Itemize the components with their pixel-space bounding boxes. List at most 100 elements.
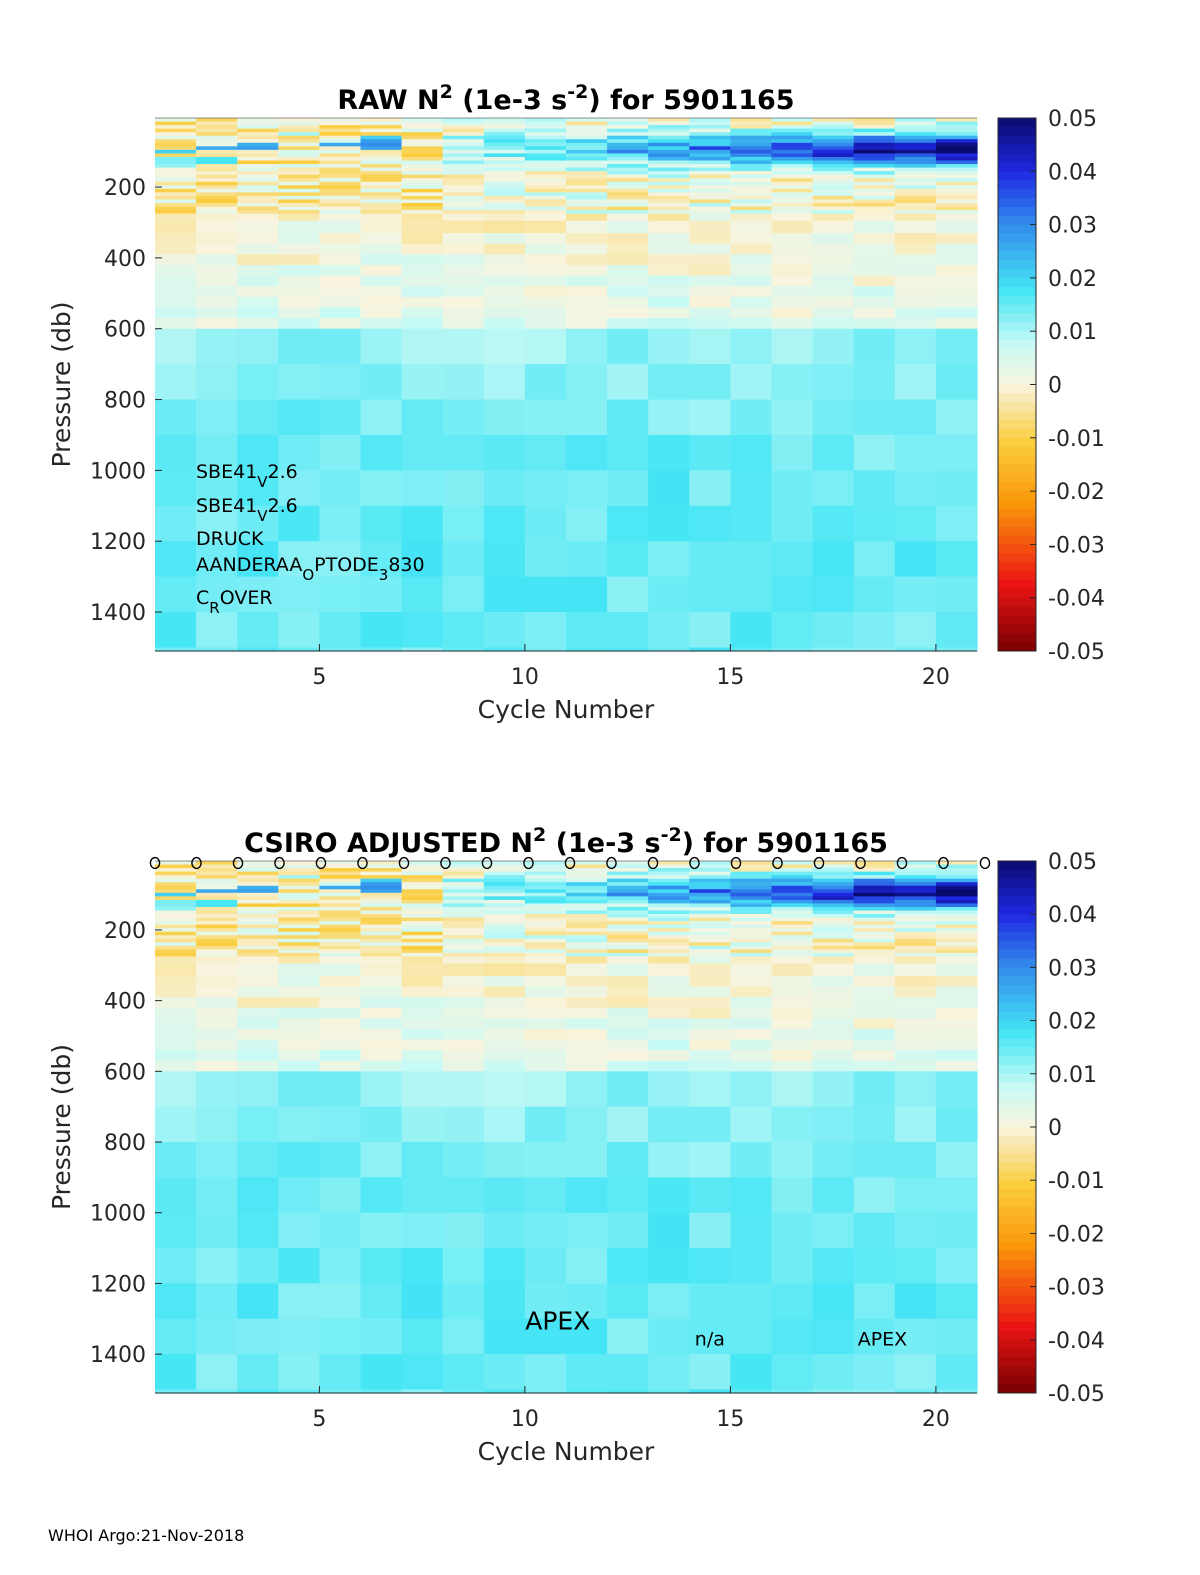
heatmap-cell — [155, 1071, 197, 1108]
heatmap-cell — [730, 328, 773, 365]
heatmap-cell — [237, 156, 279, 162]
heatmap-cell — [853, 142, 896, 147]
heatmap-cell — [442, 899, 485, 905]
heatmap-cell — [935, 470, 978, 507]
heatmap-cell — [237, 149, 279, 155]
heatmap-cell — [401, 910, 444, 915]
heatmap-cell — [278, 986, 320, 998]
heatmap-cell — [935, 910, 978, 915]
heatmap-cell — [689, 243, 731, 255]
heatmap-cell — [442, 275, 485, 287]
heatmap-cell — [360, 931, 403, 936]
heatmap-cell — [196, 1106, 238, 1143]
heatmap-cell — [935, 1060, 978, 1072]
heatmap-cell — [771, 935, 814, 940]
heatmap-cell — [237, 868, 279, 873]
heatmap-cell — [853, 1018, 896, 1030]
heatmap-cell — [935, 149, 978, 155]
heatmap-cell — [237, 612, 279, 649]
heatmap-cell — [648, 149, 690, 155]
heatmap-cell — [196, 1354, 238, 1391]
heatmap-cell — [360, 1212, 403, 1249]
heatmap-cell — [894, 128, 937, 133]
heatmap-cell — [894, 328, 937, 365]
heatmap-cell — [237, 1060, 279, 1072]
heatmap-cell — [524, 1018, 567, 1030]
heatmap-cell — [771, 128, 814, 133]
heatmap-cell — [196, 899, 238, 905]
heatmap-cell — [155, 217, 197, 222]
heatmap-cell — [566, 1177, 608, 1214]
heatmap-cell — [730, 217, 773, 222]
heatmap-cell — [648, 875, 690, 880]
heatmap-cell — [319, 164, 362, 169]
heatmap-cell — [483, 470, 526, 507]
colorbar-segment — [998, 304, 1036, 314]
heatmap-cell — [853, 171, 896, 176]
heatmap-cell — [812, 470, 855, 507]
heatmap-cell — [689, 135, 731, 140]
heatmap-cell — [935, 576, 978, 613]
heatmap-cell — [566, 128, 608, 133]
profile-marker — [564, 856, 576, 870]
heatmap-cell — [155, 1389, 197, 1394]
heatmap-cell — [935, 139, 978, 144]
heatmap-cell — [689, 1050, 731, 1062]
heatmap-cell — [278, 914, 320, 919]
heatmap-cell — [360, 903, 403, 908]
heatmap-cell — [935, 935, 978, 940]
heatmap-cell — [689, 647, 731, 652]
heatmap-cell — [853, 132, 896, 137]
heatmap-cell — [196, 917, 238, 922]
heatmap-cell — [319, 896, 362, 901]
heatmap-cell — [566, 910, 608, 915]
heatmap-cell — [524, 892, 567, 897]
heatmap-cell — [812, 871, 855, 876]
heatmap-cell — [360, 470, 403, 507]
colorbar-segment — [998, 1366, 1036, 1376]
heatmap-cell — [155, 896, 197, 901]
heatmap-cell — [935, 986, 978, 998]
heatmap-cell — [894, 885, 937, 890]
heatmap-cell — [278, 121, 320, 126]
heatmap-cell — [401, 875, 444, 880]
heatmap-cell — [155, 917, 197, 922]
heatmap-cell — [196, 135, 238, 140]
heatmap-cell — [483, 174, 526, 179]
heatmap-cell — [237, 956, 279, 961]
heatmap-cell — [935, 612, 978, 649]
heatmap-cell — [853, 871, 896, 876]
heatmap-cell — [607, 307, 649, 319]
heatmap-cell — [689, 903, 731, 908]
heatmap-cell — [319, 1354, 362, 1391]
heatmap-cell — [524, 1028, 567, 1041]
heatmap-cell — [360, 275, 403, 287]
heatmap-cell — [278, 149, 320, 155]
heatmap-cell — [894, 903, 937, 908]
heatmap-cell — [196, 178, 238, 183]
heatmap-cell — [607, 125, 649, 130]
heatmap-cell — [812, 864, 855, 869]
heatmap-cell — [278, 949, 320, 954]
heatmap-cell — [483, 892, 526, 897]
profile-marker — [357, 856, 368, 870]
heatmap-cell — [360, 914, 403, 919]
heatmap-cell — [483, 181, 526, 186]
heatmap-cell — [894, 541, 937, 578]
heatmap-cell — [607, 885, 649, 890]
heatmap-cell — [360, 128, 403, 133]
heatmap-cell — [401, 1050, 444, 1062]
heatmap-cell — [689, 149, 731, 155]
heatmap-cell — [853, 899, 896, 905]
heatmap-cell — [319, 156, 362, 162]
heatmap-cell — [196, 1212, 238, 1249]
colorbar-tick-label: 0.04 — [1048, 160, 1097, 185]
heatmap-cell — [442, 647, 485, 652]
heatmap-cell — [237, 135, 279, 140]
heatmap-cell — [319, 612, 362, 649]
heatmap-cell — [812, 1177, 855, 1214]
heatmap-cell — [155, 945, 197, 950]
colorbar-segment — [998, 896, 1036, 906]
colorbar-segment — [998, 1348, 1036, 1359]
heatmap-cell — [689, 128, 731, 133]
